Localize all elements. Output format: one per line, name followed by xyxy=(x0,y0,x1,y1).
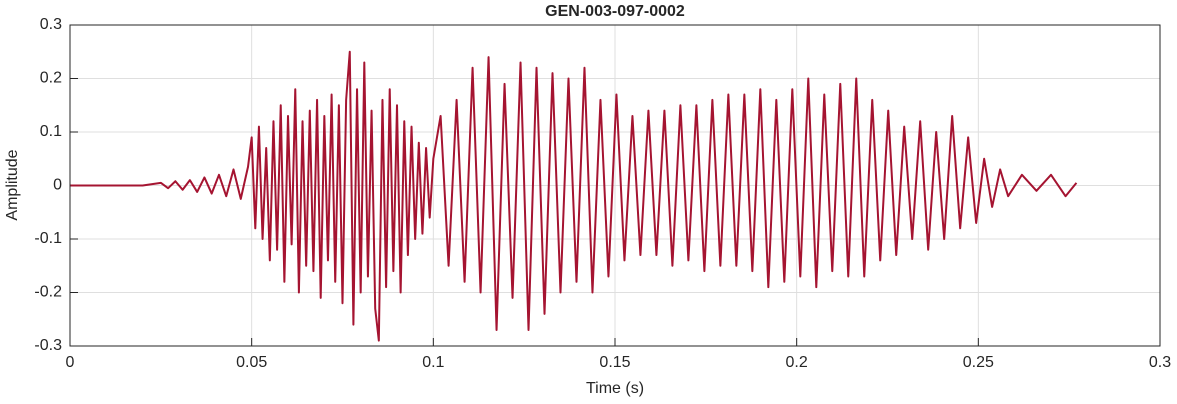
y-tick-label: -0.2 xyxy=(34,284,62,301)
x-tick-label: 0 xyxy=(66,354,75,371)
chart-title: GEN-003-097-0002 xyxy=(545,3,685,20)
x-tick-label: 0.05 xyxy=(236,354,267,371)
y-tick-label: -0.1 xyxy=(34,230,62,247)
x-axis-label: Time (s) xyxy=(586,380,644,397)
y-axis-label: Amplitude xyxy=(4,149,21,220)
y-tick-label: 0.2 xyxy=(40,70,62,87)
waveform-line xyxy=(70,50,1078,342)
x-tick-label: 0.2 xyxy=(786,354,808,371)
x-tick-label: 0.25 xyxy=(963,354,994,371)
axes-box xyxy=(69,24,1161,347)
x-tick-label: 0.15 xyxy=(599,354,630,371)
x-tick-label: 0.1 xyxy=(422,354,444,371)
y-tick-label: 0.3 xyxy=(40,16,62,33)
y-tick-label: 0 xyxy=(53,177,62,194)
y-tick-label: 0.1 xyxy=(40,123,62,140)
x-tick-label: 0.3 xyxy=(1149,354,1171,371)
y-tick-label: -0.3 xyxy=(34,337,62,354)
